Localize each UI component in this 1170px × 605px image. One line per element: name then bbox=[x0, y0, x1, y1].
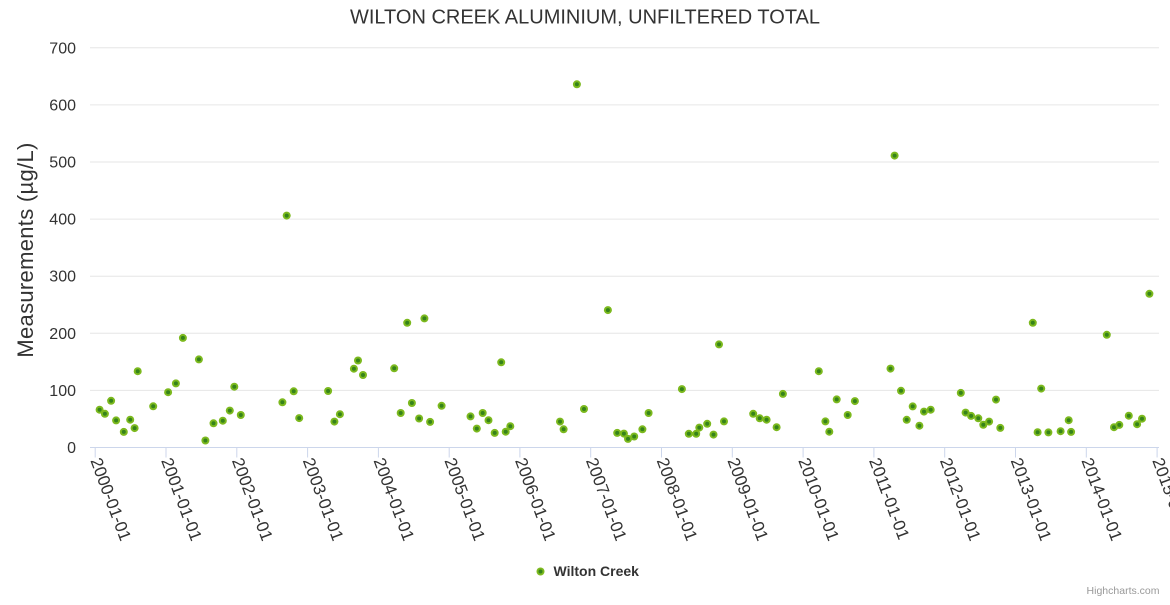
svg-text:200: 200 bbox=[49, 326, 76, 343]
svg-text:100: 100 bbox=[49, 383, 76, 400]
svg-text:600: 600 bbox=[49, 97, 76, 114]
svg-text:Wilton Creek: Wilton Creek bbox=[554, 563, 640, 579]
svg-text:0: 0 bbox=[67, 440, 76, 457]
svg-text:400: 400 bbox=[49, 212, 76, 229]
svg-text:Measurements (µg/L): Measurements (µg/L) bbox=[13, 142, 38, 357]
svg-text:500: 500 bbox=[49, 155, 76, 172]
svg-text:300: 300 bbox=[49, 269, 76, 286]
svg-text:700: 700 bbox=[49, 40, 76, 57]
svg-text:WILTON CREEK ALUMINIUM, UNFILT: WILTON CREEK ALUMINIUM, UNFILTERED TOTAL bbox=[350, 7, 820, 29]
svg-text:Highcharts.com: Highcharts.com bbox=[1087, 585, 1160, 597]
